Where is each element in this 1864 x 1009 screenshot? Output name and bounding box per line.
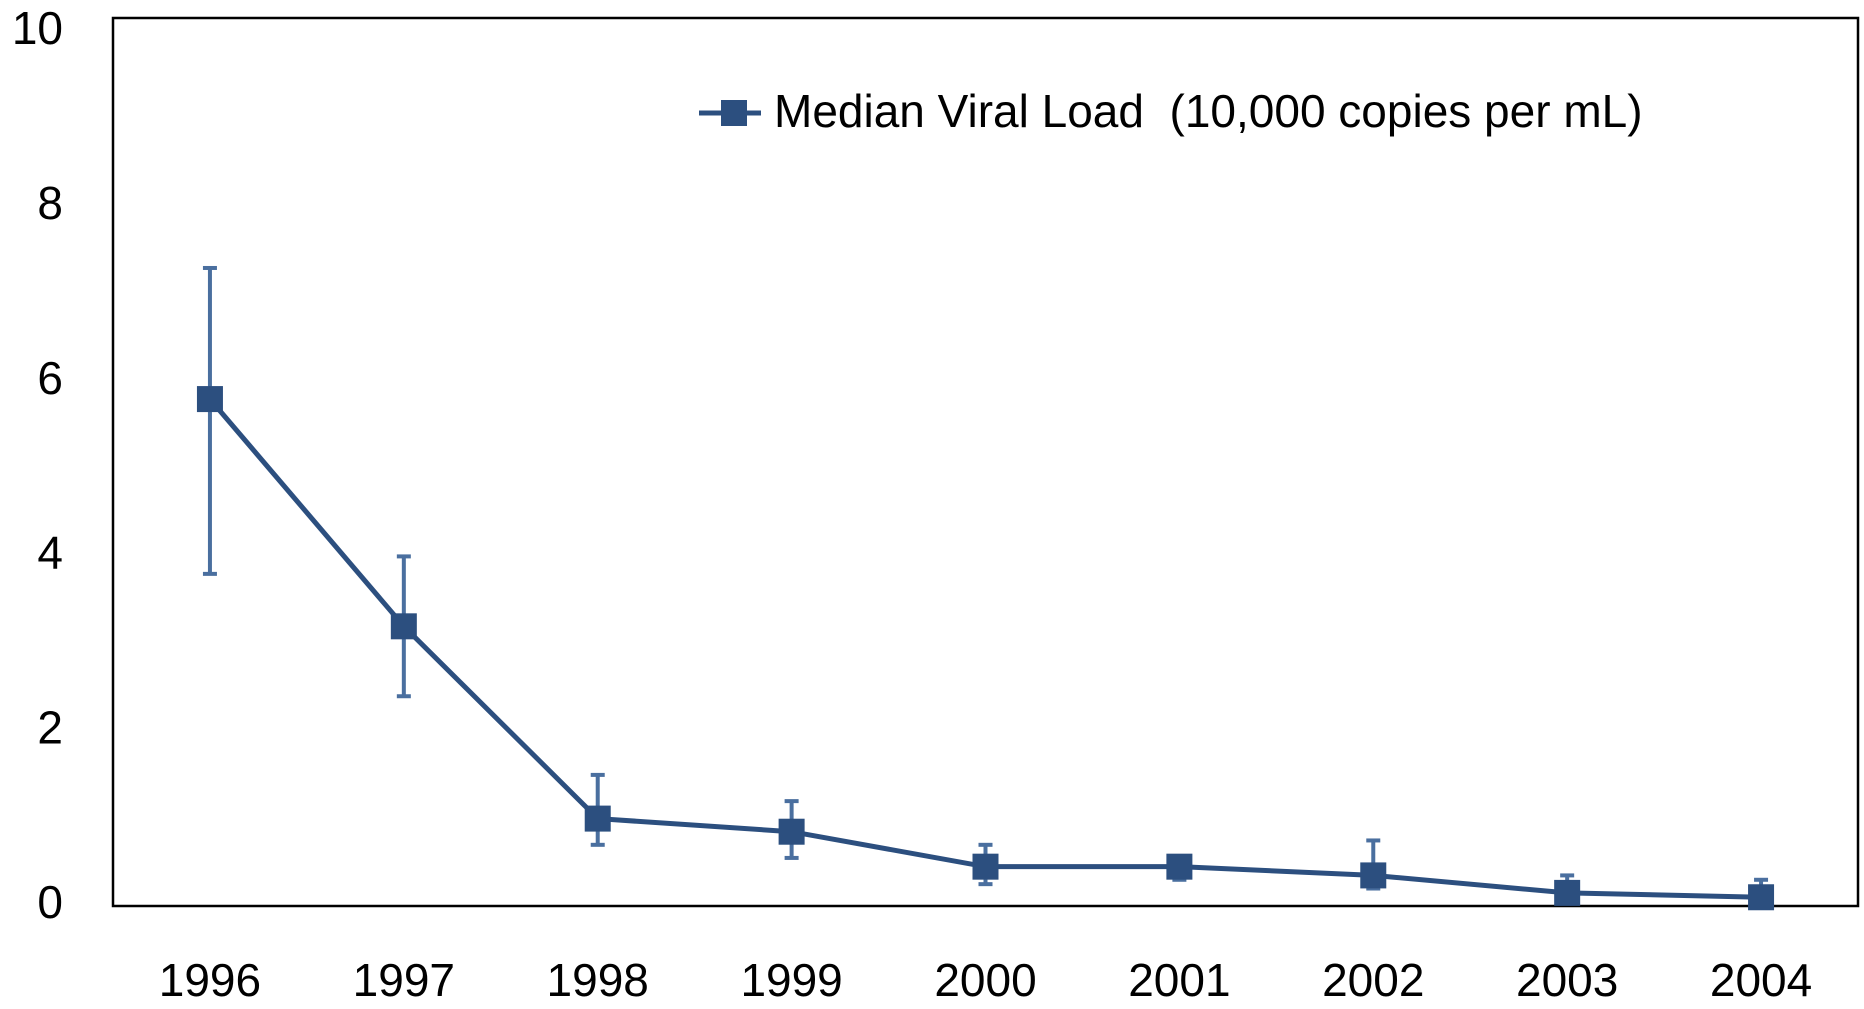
x-tick-label: 2003 [1516, 954, 1618, 1006]
x-tick-label: 1999 [740, 954, 842, 1006]
data-line [208, 397, 1762, 900]
x-tick-label: 2000 [934, 954, 1036, 1006]
x-tick-label: 2004 [1710, 954, 1812, 1006]
y-tick-label: 0 [37, 876, 63, 928]
data-point [584, 805, 611, 832]
data-point [1554, 879, 1581, 906]
data-point [972, 853, 999, 880]
legend-label: Median Viral Load (10,000 copies per mL) [774, 85, 1643, 137]
x-tick-label: 2002 [1322, 954, 1424, 1006]
y-tick-label: 8 [37, 177, 63, 229]
x-tick-label: 2001 [1128, 954, 1230, 1006]
x-tick-label: 1996 [159, 954, 261, 1006]
data-point [1166, 853, 1193, 880]
plot-frame [111, 16, 1860, 908]
data-point [1360, 862, 1387, 889]
data-point [778, 818, 805, 845]
data-point [1748, 884, 1775, 911]
legend-marker [721, 100, 747, 126]
data-point [390, 613, 417, 640]
y-tick-label: 4 [37, 527, 63, 579]
data-point [196, 386, 223, 413]
x-tick-label: 1998 [547, 954, 649, 1006]
y-tick-label: 2 [37, 701, 63, 753]
y-tick-label: 10 [12, 2, 63, 54]
x-tick-label: 1997 [353, 954, 455, 1006]
y-tick-label: 6 [37, 352, 63, 404]
